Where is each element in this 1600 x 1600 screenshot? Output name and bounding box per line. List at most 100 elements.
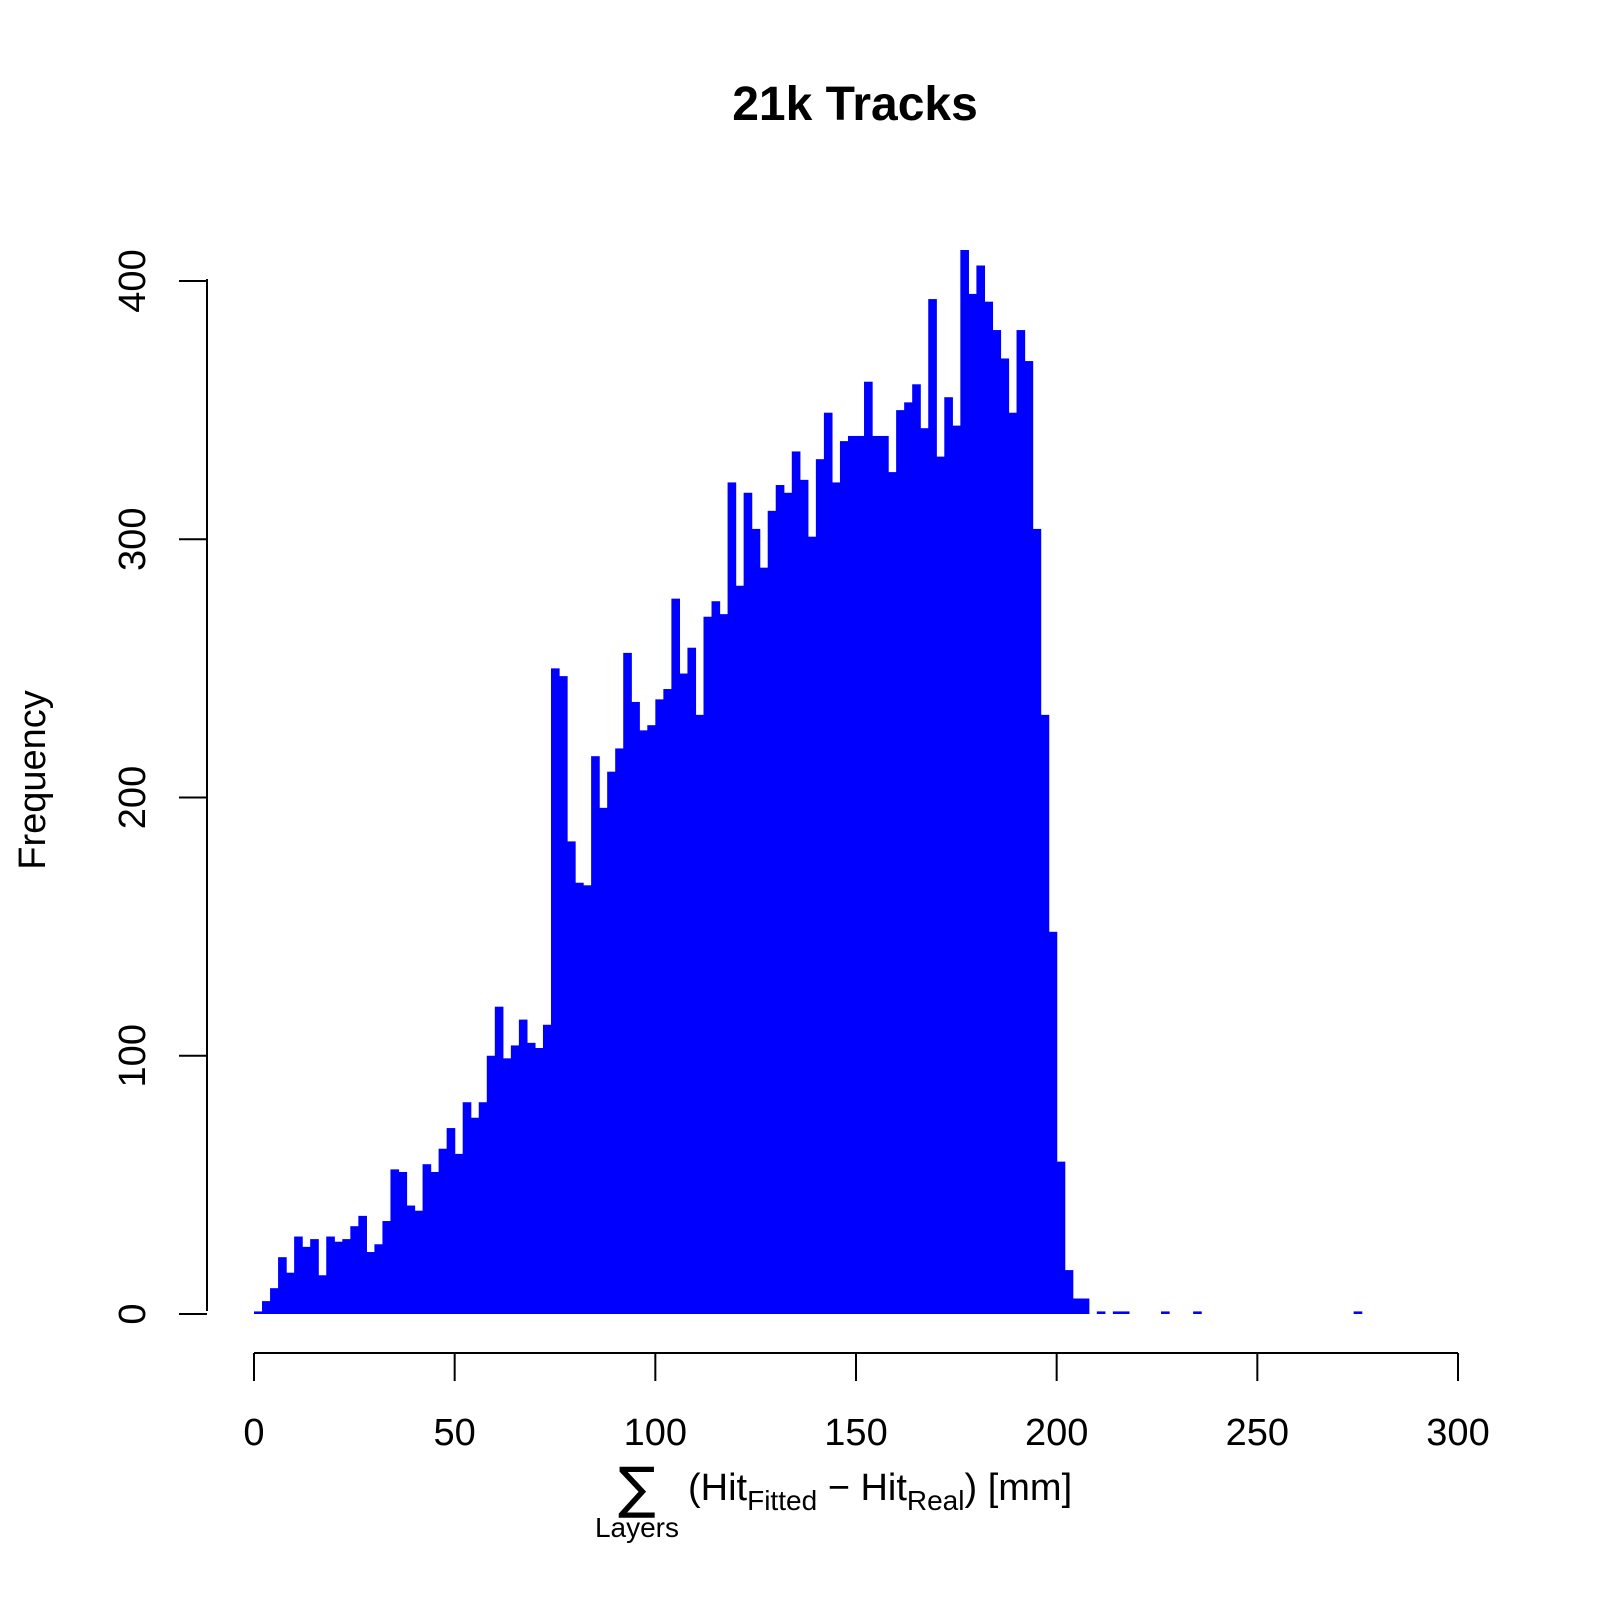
- histogram-bar: [912, 384, 921, 1314]
- histogram-bar: [896, 410, 905, 1314]
- histogram-bar: [1056, 1161, 1066, 1314]
- histogram-bar: [647, 725, 656, 1314]
- histogram-bar: [526, 1042, 536, 1314]
- histogram-bar: [623, 652, 632, 1314]
- histogram-bar: [494, 1006, 504, 1314]
- y-axis: 0 100 200 300 400: [112, 249, 208, 1325]
- histogram-bar: [382, 1221, 392, 1314]
- histogram-bar: [414, 1210, 424, 1314]
- histogram-bar: [703, 616, 713, 1314]
- histogram-bar: [607, 771, 616, 1314]
- histogram-bar: [286, 1272, 295, 1314]
- x-tick-label: 200: [1025, 1412, 1088, 1454]
- histogram-bar: [262, 1301, 271, 1314]
- histogram-bar: [711, 601, 721, 1314]
- histogram-bar: [1032, 528, 1042, 1314]
- histogram-bar: [1193, 1311, 1202, 1314]
- histogram-bar: [687, 647, 697, 1314]
- y-tick-label: 0: [112, 1303, 154, 1324]
- histogram-bar: [679, 673, 689, 1314]
- histogram-bar: [615, 748, 624, 1314]
- histogram-bar: [984, 301, 994, 1314]
- histogram-bar: [430, 1171, 440, 1314]
- histogram-bar: [486, 1055, 496, 1314]
- histogram-bar: [326, 1236, 335, 1314]
- histogram-bar: [550, 668, 560, 1314]
- histogram-bar: [462, 1102, 472, 1314]
- histogram-bar: [872, 435, 881, 1314]
- histogram-bar: [318, 1275, 327, 1314]
- x-axis: 0 50 100 150 200 250 300: [243, 1352, 1490, 1454]
- x-tick-label: 150: [824, 1412, 887, 1454]
- x-axis-title-expression: (HitFitted − HitReal) [mm]: [688, 1467, 1072, 1516]
- histogram-bar: [655, 699, 664, 1314]
- x-axis-title-sum-symbol: ∑: [618, 1456, 656, 1521]
- histogram-bar: [823, 412, 833, 1314]
- histogram-bar: [559, 676, 568, 1314]
- histogram-bar: [791, 451, 801, 1314]
- histogram-bar: [446, 1128, 456, 1314]
- histogram-bar: [342, 1239, 351, 1314]
- y-tick-label: 100: [112, 1024, 154, 1087]
- histogram-bar: [1353, 1311, 1363, 1314]
- histogram-bar: [864, 381, 873, 1314]
- x-tick-label: 250: [1226, 1412, 1289, 1454]
- histogram-bar: [936, 456, 945, 1314]
- x-tick-label: 0: [243, 1412, 264, 1454]
- histogram-bar: [1008, 412, 1018, 1314]
- x-axis-title-part-minus: − Hit: [817, 1467, 907, 1509]
- histogram-bar: [847, 435, 857, 1314]
- histogram-bar: [270, 1288, 279, 1314]
- x-axis-title-sub-real: Real: [907, 1485, 965, 1516]
- histogram-bar: [599, 807, 608, 1314]
- histogram-bar: [406, 1205, 416, 1314]
- histogram-bar: [1000, 358, 1010, 1315]
- histogram-bar: [502, 1058, 512, 1314]
- histogram-bar: [1024, 361, 1034, 1314]
- histogram-bar: [374, 1244, 384, 1314]
- histogram-bar: [735, 585, 745, 1314]
- histogram-bar: [1040, 714, 1050, 1314]
- histogram-bar: [920, 428, 929, 1314]
- histogram-bar: [366, 1252, 375, 1314]
- histogram-bar: [743, 492, 753, 1314]
- histogram-bar: [888, 472, 897, 1315]
- histogram-bar: [454, 1153, 464, 1314]
- histogram-bar: [775, 485, 785, 1315]
- y-tick-label: 200: [112, 766, 154, 829]
- histogram-bar: [960, 250, 969, 1314]
- y-tick-label: 300: [112, 508, 154, 571]
- histogram-bar: [534, 1048, 544, 1314]
- histogram-bar: [1016, 330, 1026, 1314]
- chart-title: 21k Tracks: [732, 78, 978, 131]
- histogram-bar: [575, 882, 584, 1314]
- y-axis-ticks: 0 100 200 300 400: [112, 249, 207, 1325]
- histogram-bar: [1096, 1311, 1106, 1314]
- histogram-bar: [639, 730, 648, 1314]
- histogram-bar: [470, 1117, 480, 1314]
- histogram-bar: [719, 614, 729, 1314]
- histogram-bar: [583, 885, 592, 1314]
- histogram-bar: [567, 841, 576, 1314]
- histogram-bar: [663, 689, 672, 1314]
- histogram-bar: [591, 756, 600, 1314]
- histogram-bar: [880, 435, 889, 1314]
- histogram-bar: [422, 1164, 432, 1314]
- histogram-bar: [831, 482, 841, 1314]
- y-tick-label: 400: [112, 249, 154, 312]
- histogram-bar: [695, 714, 705, 1314]
- histogram-bar: [783, 492, 793, 1314]
- histogram-bar: [976, 265, 986, 1314]
- histogram-bar: [350, 1226, 359, 1314]
- histogram-bar: [727, 482, 737, 1314]
- histogram-bar: [807, 536, 817, 1314]
- x-tick-label: 300: [1426, 1412, 1489, 1454]
- x-axis-title-sub-fitted: Fitted: [747, 1485, 817, 1516]
- histogram-bar: [310, 1239, 319, 1314]
- histogram-bar: [928, 299, 937, 1314]
- x-axis-ticks: 0 50 100 150 200 250 300: [243, 1353, 1490, 1454]
- histogram-bar: [1112, 1311, 1122, 1314]
- histogram-bar: [1072, 1298, 1082, 1314]
- histogram-bar: [799, 479, 809, 1314]
